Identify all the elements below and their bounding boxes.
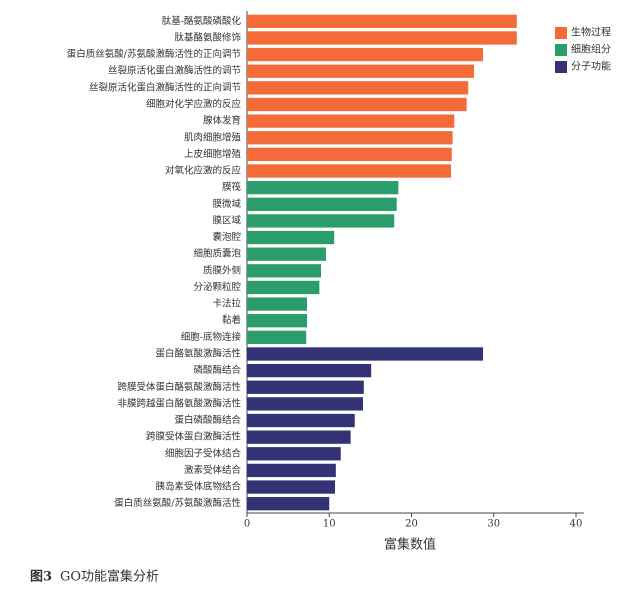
bar bbox=[247, 14, 517, 28]
y-tick-label: 肌肉细胞增殖 bbox=[184, 131, 242, 143]
legend-label: 细胞组分 bbox=[571, 43, 611, 56]
y-tick-label: 蛋白质丝氨酸/苏氨酸激酶活性的正向调节 bbox=[67, 48, 241, 60]
y-tick-label: 蛋白质丝氨酸/苏氨酸激酶活性 bbox=[114, 497, 241, 509]
bar bbox=[247, 347, 484, 361]
x-tick-label: 30 bbox=[487, 519, 500, 530]
bar bbox=[247, 447, 341, 461]
y-tick-label: 胰岛素受体底物结合 bbox=[155, 481, 241, 493]
bar bbox=[247, 380, 364, 394]
x-tick-label: 40 bbox=[570, 519, 583, 530]
y-tick-label: 跨膜受体蛋白酪氨酸激酶活性 bbox=[117, 381, 241, 393]
x-tick-label: 0 bbox=[244, 519, 250, 530]
bar bbox=[247, 497, 330, 511]
bar bbox=[247, 314, 308, 328]
bar bbox=[247, 230, 335, 245]
bar bbox=[247, 397, 363, 411]
y-tick-label: 黏着 bbox=[222, 314, 241, 326]
bar bbox=[247, 214, 395, 228]
y-tick-label: 肽基酪氨酸修饰 bbox=[174, 31, 241, 43]
y-tick-label: 蛋白酪氨酸激酶活性 bbox=[155, 347, 241, 359]
y-tick-label: 上皮细胞增殖 bbox=[184, 148, 242, 160]
bar bbox=[247, 463, 336, 478]
y-tick-label: 肽基-酪氨酸磷酸化 bbox=[162, 15, 242, 27]
bar bbox=[247, 147, 452, 162]
y-tick-label: 丝裂原活化蛋白激酶活性的调节 bbox=[108, 65, 241, 77]
bar bbox=[247, 264, 322, 278]
bar bbox=[247, 114, 455, 128]
y-tick-label: 腺体发育 bbox=[203, 115, 241, 127]
y-tick-label: 蛋白磷酸酶结合 bbox=[174, 414, 241, 426]
y-tick-label: 膜区域 bbox=[212, 214, 241, 226]
bar bbox=[247, 280, 320, 295]
y-tick-label: 细胞质囊泡 bbox=[193, 248, 241, 260]
x-axis-label: 富集数值 bbox=[384, 537, 436, 553]
bar bbox=[247, 363, 372, 378]
bar bbox=[247, 47, 484, 62]
legend-swatch bbox=[555, 61, 567, 73]
bar bbox=[247, 430, 351, 444]
bar bbox=[247, 81, 469, 95]
y-tick-label: 非膜跨越蛋白酪氨酸激酶活性 bbox=[117, 397, 241, 409]
bar bbox=[247, 297, 308, 311]
bar bbox=[247, 480, 336, 494]
legend-label: 分子功能 bbox=[571, 60, 611, 73]
y-tick-label: 跨膜受体蛋白激酶活性 bbox=[146, 431, 242, 443]
y-tick-label: 囊泡腔 bbox=[212, 231, 241, 243]
bar bbox=[247, 31, 517, 45]
y-tick-label: 膜筏 bbox=[222, 181, 242, 193]
legend-swatch bbox=[555, 27, 567, 39]
legend-swatch bbox=[555, 44, 567, 56]
x-tick-label: 10 bbox=[323, 519, 336, 530]
bar bbox=[247, 180, 399, 195]
y-tick-label: 丝裂原活化蛋白激酶活性的正向调节 bbox=[89, 81, 241, 93]
bar bbox=[247, 413, 355, 428]
bar bbox=[247, 164, 451, 178]
y-tick-label: 膜微域 bbox=[212, 198, 241, 210]
bar bbox=[247, 330, 307, 345]
figure-label: 图3 bbox=[30, 570, 52, 585]
bar bbox=[247, 64, 475, 78]
legend-label: 生物过程 bbox=[571, 26, 611, 39]
y-tick-label: 卡法拉 bbox=[212, 298, 241, 310]
bar bbox=[247, 247, 326, 261]
y-tick-label: 细胞对化学应激的反应 bbox=[146, 98, 242, 110]
bar bbox=[247, 131, 453, 145]
y-tick-label: 质膜外侧 bbox=[203, 264, 241, 276]
y-tick-label: 分泌颗粒腔 bbox=[193, 281, 241, 293]
x-tick-label: 20 bbox=[405, 519, 418, 530]
y-tick-label: 细胞-底物连接 bbox=[181, 331, 242, 343]
bar bbox=[247, 197, 397, 211]
caption: GO功能富集分析 bbox=[60, 569, 159, 585]
y-tick-label: 细胞因子受体结合 bbox=[165, 447, 242, 459]
bar bbox=[247, 97, 467, 112]
y-tick-label: 激素受体结合 bbox=[184, 464, 242, 476]
y-tick-label: 对氧化应激的反应 bbox=[165, 165, 242, 177]
y-tick-label: 磷酸酶结合 bbox=[193, 364, 241, 376]
